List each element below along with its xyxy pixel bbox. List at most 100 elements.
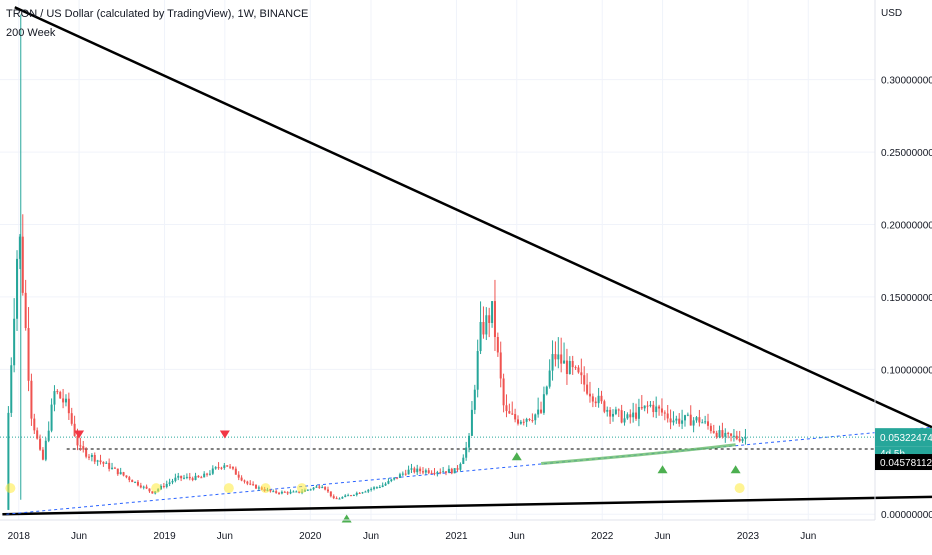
candle-body bbox=[177, 475, 180, 478]
candle-body bbox=[410, 468, 413, 470]
ma-200-week bbox=[541, 443, 736, 466]
candle-body bbox=[243, 480, 246, 482]
candle-body bbox=[10, 365, 13, 413]
candle-body bbox=[254, 484, 258, 489]
candle-body bbox=[678, 418, 681, 424]
candle-body bbox=[174, 477, 177, 481]
candle-body bbox=[373, 487, 376, 489]
candle-body bbox=[338, 498, 341, 500]
candle-body bbox=[249, 483, 252, 485]
candle-body bbox=[131, 480, 134, 483]
highlight-circle bbox=[151, 483, 162, 494]
candle-body bbox=[390, 479, 393, 481]
candle-body bbox=[168, 482, 171, 484]
candle-body bbox=[571, 361, 574, 368]
x-tick-label: 2020 bbox=[299, 531, 322, 542]
candle-body bbox=[433, 472, 436, 474]
candle-body bbox=[652, 404, 655, 413]
candle-body bbox=[421, 471, 424, 473]
candle-body bbox=[635, 412, 638, 419]
candle-body bbox=[85, 449, 88, 457]
candle-body bbox=[695, 417, 698, 421]
candle-body bbox=[505, 405, 508, 412]
x-tick-label: 2023 bbox=[737, 531, 760, 542]
candle-body bbox=[21, 236, 24, 293]
candle-body bbox=[516, 419, 520, 424]
x-tick-label: Jun bbox=[71, 531, 87, 542]
candle-body bbox=[514, 414, 517, 420]
candle-body bbox=[183, 477, 186, 479]
candle-body bbox=[522, 421, 525, 423]
candle-body bbox=[692, 420, 695, 426]
x-tick-label: 2018 bbox=[8, 531, 31, 542]
level-price-label: 0.04578112 bbox=[880, 458, 932, 469]
candle-body bbox=[125, 475, 128, 478]
candle-body bbox=[637, 406, 640, 419]
candle-body bbox=[355, 492, 358, 495]
candle-body bbox=[620, 410, 623, 423]
y-tick-label: 0.25000000 bbox=[881, 148, 932, 159]
candle-body bbox=[344, 495, 347, 498]
candle-body bbox=[27, 328, 30, 381]
candle-body bbox=[306, 489, 309, 491]
candle-body bbox=[701, 422, 704, 424]
axis-currency: USD bbox=[881, 8, 902, 19]
candle-body bbox=[367, 489, 370, 492]
candle-body bbox=[171, 480, 174, 483]
current-price-label: 0.05322474 bbox=[880, 433, 932, 444]
candle-body bbox=[139, 485, 142, 488]
candle-body bbox=[36, 430, 39, 439]
candle-body bbox=[188, 476, 191, 479]
candle-body bbox=[364, 491, 367, 493]
candle-body bbox=[580, 372, 583, 376]
candle-body bbox=[280, 491, 283, 494]
candle-body bbox=[398, 474, 401, 478]
candle-body bbox=[393, 477, 396, 480]
candle-body bbox=[234, 468, 237, 475]
candle-body bbox=[211, 468, 214, 474]
candle-body bbox=[502, 378, 505, 406]
candle-body bbox=[197, 475, 200, 478]
candle-body bbox=[53, 391, 56, 405]
ascending-dashed-line bbox=[6, 426, 932, 515]
candle-body bbox=[482, 321, 485, 335]
candle-body bbox=[430, 472, 433, 474]
candle-body bbox=[588, 393, 591, 397]
candle-body bbox=[384, 483, 387, 486]
candle-body bbox=[87, 456, 91, 458]
candle-body bbox=[473, 389, 476, 410]
candle-body bbox=[586, 384, 589, 394]
candle-body bbox=[220, 467, 223, 469]
candle-body bbox=[44, 440, 47, 460]
candle-body bbox=[534, 414, 537, 421]
candle-body bbox=[669, 418, 672, 423]
candle-body bbox=[413, 468, 416, 473]
candle-body bbox=[246, 481, 249, 484]
candle-body bbox=[468, 435, 471, 448]
candle-body bbox=[47, 430, 50, 441]
x-tick-label: 2019 bbox=[153, 531, 176, 542]
candle-body bbox=[283, 491, 286, 493]
candle-body bbox=[119, 472, 122, 475]
candle-body bbox=[151, 491, 154, 494]
y-tick-label: 0.00000000 bbox=[881, 510, 932, 521]
candle-body bbox=[563, 360, 566, 364]
candle-body bbox=[70, 413, 73, 424]
candle-body bbox=[387, 480, 390, 484]
candle-body bbox=[105, 462, 108, 464]
candle-body bbox=[721, 430, 724, 437]
candle-body bbox=[223, 465, 226, 468]
candle-body bbox=[329, 491, 332, 497]
candle-body bbox=[594, 401, 597, 404]
candle-body bbox=[715, 432, 718, 438]
candle-body bbox=[292, 491, 295, 493]
candle-body bbox=[335, 498, 338, 500]
highlight-circle bbox=[296, 483, 307, 494]
candle-body bbox=[689, 414, 692, 426]
candle-body bbox=[600, 395, 603, 402]
candle-body bbox=[295, 491, 298, 493]
candle-body bbox=[16, 258, 19, 319]
candle-body bbox=[326, 489, 329, 492]
